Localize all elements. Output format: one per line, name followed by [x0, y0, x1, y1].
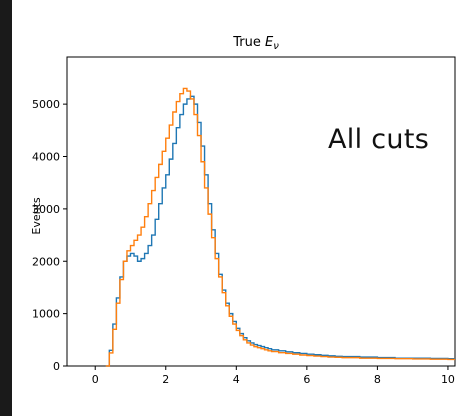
- y-tick-label-4000: 4000: [32, 151, 60, 164]
- left-border-bar: [0, 0, 12, 416]
- y-axis-label: Events: [30, 197, 43, 235]
- y-tick-label-3000: 3000: [32, 203, 60, 216]
- y-tick-label-0: 0: [53, 360, 60, 373]
- series-line-1: [105, 95, 455, 367]
- title-subscript: ν: [273, 41, 279, 52]
- y-tick-label-1000: 1000: [32, 308, 60, 321]
- plot-area: 0 2 4 6 8 10 0 1000 2000 3000 4000 5000: [32, 56, 456, 386]
- series-line-2: [105, 87, 455, 367]
- y-tick-label-2000: 2000: [32, 255, 60, 268]
- annotation-all-cuts: All cuts: [328, 124, 430, 155]
- y-tick-label-5000: 5000: [32, 98, 60, 111]
- x-tick-label-0: 0: [92, 373, 99, 386]
- title-main: True: [232, 35, 265, 50]
- plot-frame: [66, 56, 456, 367]
- x-tick-label-6: 6: [303, 373, 310, 386]
- x-tick-label-4: 4: [233, 373, 240, 386]
- x-tick-label-10: 10: [441, 373, 455, 386]
- x-tick-label-8: 8: [374, 373, 381, 386]
- title-symbol: E: [265, 35, 274, 50]
- x-tick-label-2: 2: [162, 373, 169, 386]
- chart-title: True Eν: [232, 35, 279, 52]
